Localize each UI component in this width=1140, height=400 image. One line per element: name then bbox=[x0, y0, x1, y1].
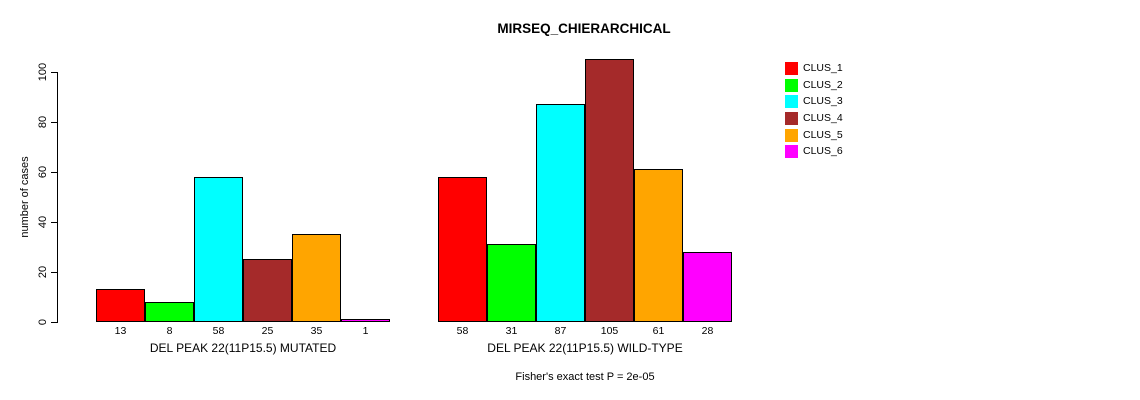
y-tick-label: 0 bbox=[37, 318, 49, 326]
bar bbox=[634, 169, 683, 322]
y-tick bbox=[51, 72, 57, 73]
legend-item: CLUS_1 bbox=[785, 62, 843, 75]
legend-swatch bbox=[785, 145, 798, 159]
bar bbox=[96, 289, 145, 322]
bar-value-label: 13 bbox=[114, 325, 127, 337]
annotation-text: Fisher's exact test P = 2e-05 bbox=[515, 371, 655, 383]
bar bbox=[438, 177, 487, 322]
y-tick bbox=[51, 222, 57, 223]
bar-value-label: 28 bbox=[701, 325, 714, 337]
bar-value-label: 58 bbox=[212, 325, 225, 337]
legend-swatch bbox=[785, 95, 798, 109]
bar bbox=[243, 259, 292, 322]
legend-label: CLUS_1 bbox=[803, 62, 843, 74]
y-tick bbox=[51, 322, 57, 323]
legend-label: CLUS_2 bbox=[803, 78, 843, 91]
legend: CLUS_1 CLUS_2 CLUS_3 CLUS_4 CLUS_5 CLUS_6 bbox=[785, 62, 843, 162]
y-tick-label: 80 bbox=[37, 115, 49, 129]
y-tick bbox=[51, 172, 57, 173]
legend-swatch bbox=[785, 62, 798, 75]
legend-item: CLUS_6 bbox=[785, 145, 843, 159]
bar-value-label: 105 bbox=[600, 325, 619, 337]
legend-swatch bbox=[785, 128, 798, 142]
y-tick-label: 20 bbox=[37, 265, 49, 279]
bar bbox=[585, 59, 634, 322]
legend-swatch bbox=[785, 78, 798, 92]
bar-value-label: 8 bbox=[166, 325, 173, 337]
bar bbox=[536, 104, 585, 322]
bar-value-label: 58 bbox=[456, 325, 469, 337]
legend-item: CLUS_5 bbox=[785, 128, 843, 142]
bar bbox=[487, 244, 536, 322]
legend-label: CLUS_6 bbox=[803, 145, 843, 158]
bar-value-label: 1 bbox=[362, 325, 369, 337]
bar bbox=[292, 234, 341, 322]
y-tick-label: 100 bbox=[37, 62, 49, 82]
group-label: DEL PEAK 22(11P15.5) MUTATED bbox=[149, 341, 337, 355]
legend-item: CLUS_4 bbox=[785, 112, 843, 126]
bar-value-label: 35 bbox=[310, 325, 323, 337]
legend-label: CLUS_4 bbox=[803, 112, 843, 125]
legend-label: CLUS_3 bbox=[803, 95, 843, 108]
bar bbox=[683, 252, 732, 322]
y-axis-label: number of cases bbox=[19, 156, 31, 238]
legend-item: CLUS_3 bbox=[785, 95, 843, 109]
chart-title: MIRSEQ_CHIERARCHICAL bbox=[497, 21, 671, 36]
bar bbox=[145, 302, 194, 322]
bar-value-label: 31 bbox=[505, 325, 518, 337]
bar-value-label: 61 bbox=[652, 325, 665, 337]
y-tick bbox=[51, 272, 57, 273]
legend-label: CLUS_5 bbox=[803, 128, 843, 141]
legend-item: CLUS_2 bbox=[785, 78, 843, 92]
bar bbox=[194, 177, 243, 322]
bar bbox=[341, 319, 390, 322]
y-tick bbox=[51, 122, 57, 123]
bar-value-label: 87 bbox=[554, 325, 567, 337]
legend-swatch bbox=[785, 112, 798, 126]
y-tick-label: 40 bbox=[37, 215, 49, 229]
bar-value-label: 25 bbox=[261, 325, 274, 337]
y-tick-label: 60 bbox=[37, 165, 49, 179]
group-label: DEL PEAK 22(11P15.5) WILD-TYPE bbox=[487, 341, 683, 355]
y-axis-line bbox=[57, 72, 58, 323]
